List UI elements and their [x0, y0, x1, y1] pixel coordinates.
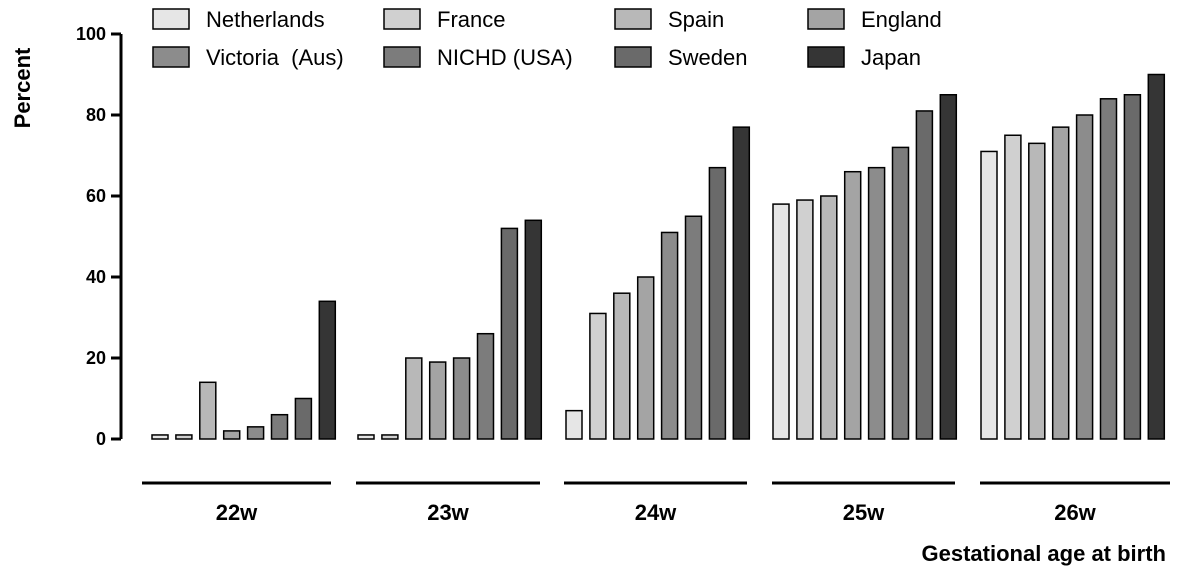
bar-24w-victoria-aus: [660, 231, 679, 440]
bar-25w-sweden: [915, 110, 934, 440]
legend-swatch: [807, 8, 845, 30]
bars: [151, 73, 1166, 440]
y-tick-label: 20: [86, 348, 106, 368]
bar-25w-japan: [939, 94, 958, 440]
x-tick-label: 22w: [216, 500, 258, 525]
bar-23w-france: [381, 434, 399, 440]
x-tick-label: 23w: [427, 500, 469, 525]
bar-24w-england: [636, 276, 655, 440]
legend: Netherlands France Spain England Victoria (A…: [152, 7, 942, 70]
bar-23w-sweden: [500, 227, 519, 440]
bar-26w-netherlands: [980, 150, 998, 440]
bar-22w-sweden: [294, 397, 313, 440]
y-tick-label: 100: [76, 24, 106, 44]
bar-25w-france: [796, 199, 814, 440]
bar-26w-england: [1051, 126, 1070, 440]
legend-swatch: [614, 8, 652, 30]
y-axis-title: Percent: [10, 47, 35, 128]
legend-label: Japan: [861, 45, 921, 70]
bar-24w-nichd-usa: [684, 215, 703, 440]
bar-25w-netherlands: [772, 203, 790, 440]
legend-label: France: [437, 7, 505, 32]
legend-label: NICHD (USA): [437, 45, 573, 70]
bar-26w-sweden: [1123, 94, 1142, 440]
bar-26w-france: [1004, 134, 1022, 440]
bar-23w-victoria-aus: [452, 357, 471, 440]
bar-23w-england: [428, 361, 447, 440]
legend-label: Netherlands: [206, 7, 325, 32]
bar-25w-spain: [820, 195, 838, 440]
bar-26w-nichd-usa: [1099, 98, 1118, 440]
bar-25w-england: [843, 170, 862, 440]
x-tick-label: 25w: [843, 500, 885, 525]
legend-swatch: [152, 46, 190, 68]
bar-23w-nichd-usa: [476, 332, 495, 440]
bar-26w-victoria-aus: [1075, 114, 1094, 440]
y-axis: 0 20 40 60 80 100: [76, 24, 123, 449]
bar-25w-nichd-usa: [891, 146, 910, 440]
bar-24w-spain: [613, 292, 631, 440]
bar-22w-spain: [199, 381, 217, 440]
legend-label: Victoria (Aus): [206, 45, 344, 70]
bar-22w-france: [175, 434, 193, 440]
bar-24w-netherlands: [565, 409, 583, 440]
legend-swatch: [383, 46, 421, 68]
x-axis-groups: 22w 23w 24w 25w 26w: [142, 481, 1170, 525]
y-tick-label: 40: [86, 267, 106, 287]
bar-23w-japan: [524, 219, 543, 440]
bar-26w-japan: [1147, 73, 1166, 440]
bar-24w-france: [589, 312, 607, 440]
bar-24w-japan: [732, 126, 751, 440]
x-tick-label: 26w: [1054, 500, 1096, 525]
bar-22w-nichd-usa: [270, 413, 289, 440]
bar-23w-netherlands: [357, 434, 375, 440]
legend-swatch: [152, 8, 190, 30]
bar-22w-england: [222, 430, 241, 440]
legend-swatch: [807, 46, 845, 68]
x-axis-title: Gestational age at birth: [922, 541, 1167, 566]
legend-label: Spain: [668, 7, 724, 32]
bar-26w-spain: [1028, 142, 1046, 440]
legend-swatch: [383, 8, 421, 30]
bar-22w-japan: [318, 300, 337, 440]
bar-23w-spain: [405, 357, 423, 440]
bar-22w-netherlands: [151, 434, 169, 440]
bar-22w-victoria-aus: [246, 426, 265, 440]
y-tick-label: 60: [86, 186, 106, 206]
x-tick-label: 24w: [635, 500, 677, 525]
bar-25w-victoria-aus: [867, 166, 886, 440]
legend-label: England: [861, 7, 942, 32]
y-tick-label: 0: [96, 429, 106, 449]
bar-24w-sweden: [708, 166, 727, 440]
legend-label: Sweden: [668, 45, 748, 70]
legend-swatch: [614, 46, 652, 68]
y-tick-label: 80: [86, 105, 106, 125]
